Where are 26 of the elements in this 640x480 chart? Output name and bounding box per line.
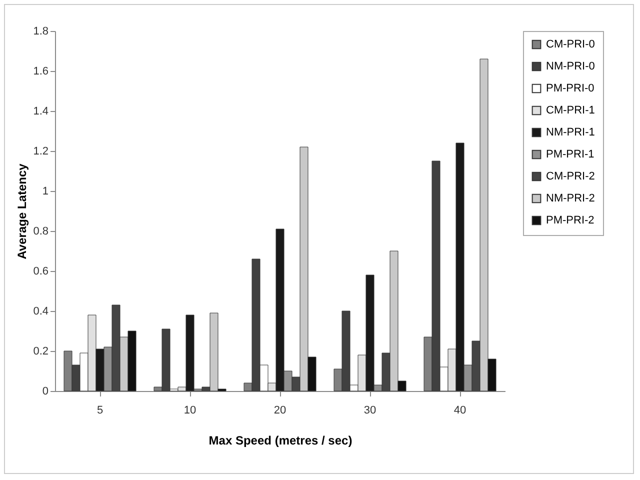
legend-label: CM-PRI-0 [546,38,595,50]
y-tick-label: 1 [42,186,48,198]
legend-label: PM-PRI-0 [546,82,594,94]
y-tick-label: 0 [42,386,48,398]
y-tick-label: 1.2 [33,146,48,158]
y-axis-title: Average Latency [15,163,30,260]
legend-label: NM-PRI-2 [546,192,595,204]
y-tick-label: 1.6 [33,66,48,78]
x-tick-label: 30 [364,404,376,416]
x-tick-label: 10 [184,404,196,416]
x-tick-label: 5 [96,404,104,416]
legend-label: CM-PRI-1 [546,104,595,116]
y-tick-label: 0.2 [33,346,48,358]
y-tick-label: 0.6 [33,266,48,278]
x-tick-label: 20 [274,404,286,416]
legend-label: CM-PRI-2 [546,170,595,182]
legend-label: NM-PRI-1 [546,126,595,138]
legend-label: PM-PRI-2 [546,214,594,226]
y-tick-label: 0.8 [33,226,48,238]
x-axis-title: Max Speed (metres / sec) [208,434,352,448]
y-tick-label: 0.4 [33,306,48,318]
y-tick-label: 1.4 [33,106,48,118]
x-tick-label: 40 [454,404,466,416]
legend-label: NM-PRI-0 [546,60,595,72]
y-tick-label: 1.8 [33,26,48,38]
legend-label: PM-PRI-1 [546,148,594,160]
